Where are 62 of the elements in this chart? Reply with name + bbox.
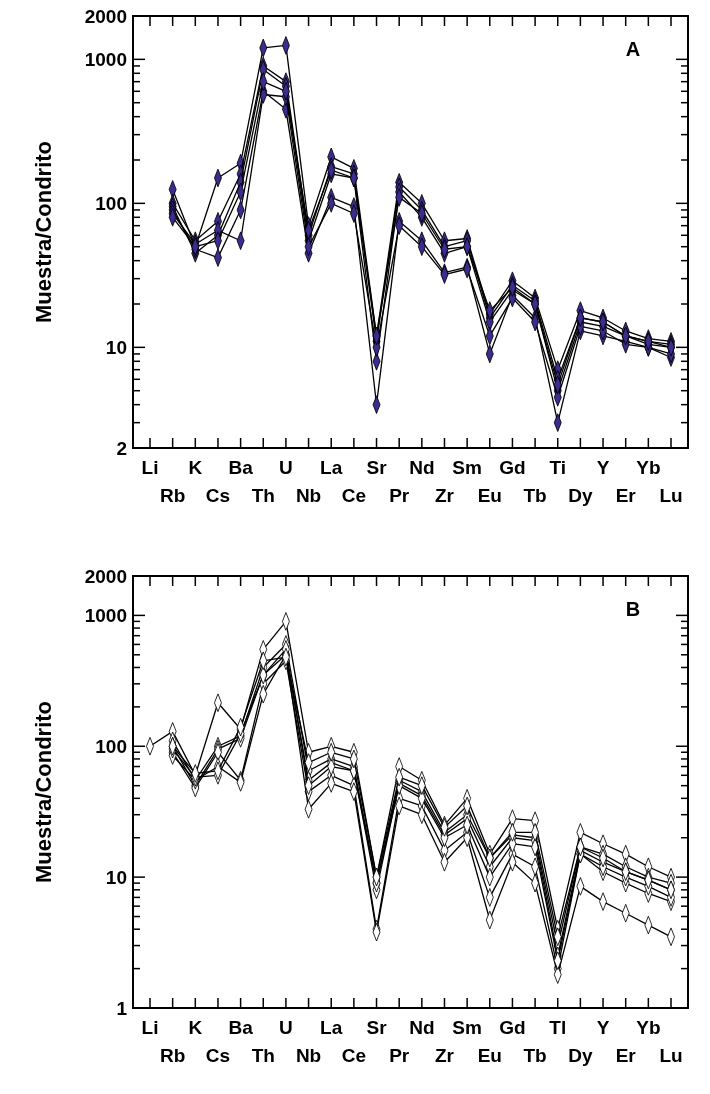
x-tick-label: Ba [228,1017,254,1038]
x-tick-label: Li [141,1017,159,1038]
x-tick-label: Rb [159,485,186,506]
y-tick-label: 1000 [84,605,127,627]
x-tick-label: Er [615,485,637,506]
x-tick-label: Rb [159,1045,186,1066]
y-tick-label: 100 [95,193,127,214]
x-tick-label: Tb [523,485,547,506]
x-tick-label: Ce [341,1045,367,1066]
y-tick-label: 1 [116,997,128,1019]
x-tick-label: K [188,457,203,478]
x-tick-label: Dy [568,485,593,506]
x-tick-label: Nd [409,457,435,478]
text: B [625,598,641,620]
x-tick-label: Nb [295,1045,322,1066]
x-tick-label: Tl [549,1017,567,1038]
y-tick-label: 2000 [84,565,127,587]
x-tick-label: U [279,457,293,478]
y-axis-title: Muestra/Condrito [31,140,56,324]
x-tick-label: Y [596,457,610,478]
x-tick-label: Sr [366,1017,388,1038]
text: A [625,38,641,60]
y-tick-label: 10 [105,866,127,888]
x-tick-label: Gd [499,1017,526,1038]
x-tick-label: Eu [477,1045,502,1066]
x-tick-label: Pr [389,485,410,506]
y-axis-title: Muestra/Condrito [31,700,56,884]
x-tick-label: Lu [659,485,683,506]
x-tick-label: Yb [636,457,661,478]
x-tick-label: La [320,457,343,478]
x-tick-label: Li [141,457,159,478]
x-tick-label: Zr [434,485,455,506]
x-tick-label: Sm [452,457,482,478]
x-tick-label: La [320,1017,343,1038]
x-tick-label: Ba [228,457,254,478]
x-tick-label: Tb [523,1045,547,1066]
x-tick-label: Ce [341,485,367,506]
x-tick-label: Pr [389,1045,410,1066]
x-tick-label: Sr [366,457,388,478]
x-tick-label: Gd [499,457,526,478]
y-tick-label: 2 [116,437,127,459]
x-tick-label: K [188,1017,203,1038]
x-tick-label: Cs [205,1045,231,1066]
y-tick-label: 1000 [84,49,127,70]
x-tick-label: Zr [434,1045,455,1066]
x-tick-label: Dy [568,1045,593,1066]
y-tick-label: 2000 [84,5,127,27]
x-tick-label: Yb [636,1017,661,1038]
x-tick-label: Nb [295,485,322,506]
x-tick-label: Eu [477,485,502,506]
x-tick-label: Y [596,1017,610,1038]
x-tick-label: Sm [452,1017,482,1038]
x-tick-label: Er [615,1045,637,1066]
y-tick-label: 10 [105,337,127,358]
x-tick-label: Lu [659,1045,683,1066]
x-tick-label: U [279,1017,293,1038]
x-tick-label: Ti [549,457,567,478]
x-tick-label: Th [251,485,275,506]
x-tick-label: Nd [409,1017,435,1038]
x-tick-label: Th [251,1045,275,1066]
y-tick-label: 100 [95,735,127,757]
x-tick-label: Cs [205,485,231,506]
